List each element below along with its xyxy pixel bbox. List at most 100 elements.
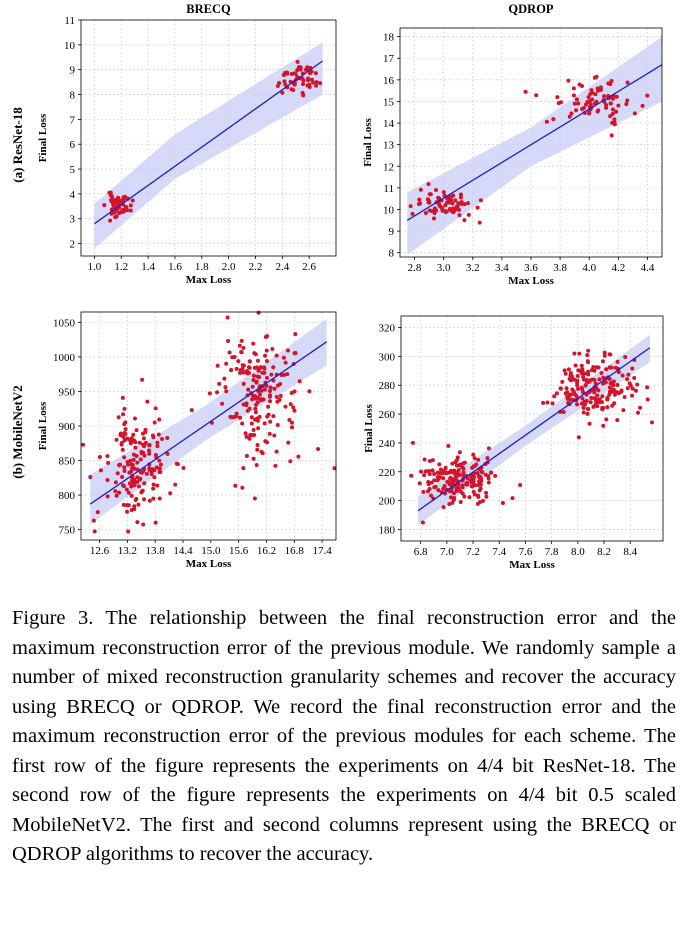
data-point <box>250 397 255 402</box>
x-tick-label: 3.2 <box>466 262 480 274</box>
data-point <box>128 208 133 213</box>
data-point <box>625 98 630 103</box>
data-point <box>160 436 165 441</box>
data-point <box>433 484 438 489</box>
confidence-band <box>94 42 323 249</box>
data-point <box>305 83 310 88</box>
data-point <box>574 108 579 113</box>
data-point <box>128 458 133 463</box>
data-point <box>443 208 448 213</box>
data-point <box>271 414 276 419</box>
data-point <box>437 462 442 467</box>
data-point <box>223 385 228 390</box>
data-point <box>544 119 549 124</box>
data-point <box>568 371 573 376</box>
data-point <box>267 389 272 394</box>
data-point <box>113 489 118 494</box>
x-axis-label: Max Loss <box>508 275 554 287</box>
data-point <box>307 389 312 394</box>
data-point <box>435 470 440 475</box>
data-point <box>571 86 576 91</box>
data-point <box>265 414 270 419</box>
data-point <box>238 370 243 375</box>
data-point <box>585 353 590 358</box>
data-point <box>118 432 123 437</box>
data-point <box>241 381 246 386</box>
data-point <box>454 463 459 468</box>
data-point <box>259 449 264 454</box>
data-point <box>545 400 550 405</box>
x-axis-label: Max Loss <box>509 559 555 571</box>
data-point <box>116 415 121 420</box>
data-point <box>243 370 248 375</box>
data-point <box>573 363 578 368</box>
data-point <box>147 443 152 448</box>
data-point <box>581 410 586 415</box>
data-point <box>603 380 608 385</box>
data-point <box>585 359 590 364</box>
data-point <box>251 427 256 432</box>
y-tick-label: 900 <box>59 421 76 433</box>
regression-line <box>94 60 323 225</box>
data-point <box>580 368 585 373</box>
data-point <box>442 485 447 490</box>
data-point <box>246 365 251 370</box>
data-point <box>152 468 157 473</box>
x-tick-label: 7.0 <box>440 546 454 558</box>
data-point <box>432 471 437 476</box>
data-point <box>614 109 619 114</box>
data-point <box>594 74 599 79</box>
data-point <box>462 218 467 223</box>
data-point <box>561 409 566 414</box>
data-point <box>267 393 272 398</box>
x-tick-label: 2.8 <box>408 262 422 274</box>
data-point <box>136 502 141 507</box>
data-point <box>572 377 577 382</box>
x-tick-label: 2.0 <box>222 261 236 273</box>
data-point <box>229 368 234 373</box>
data-point <box>607 392 612 397</box>
data-point <box>485 456 490 461</box>
data-point <box>91 518 96 523</box>
data-point <box>616 103 621 108</box>
data-point <box>466 201 471 206</box>
data-point <box>599 370 604 375</box>
data-point <box>610 403 615 408</box>
data-point <box>472 474 477 479</box>
y-tick-label: 280 <box>379 380 396 392</box>
data-point <box>126 529 131 534</box>
data-point <box>135 480 140 485</box>
data-point <box>153 452 158 457</box>
data-point <box>602 94 607 99</box>
data-point <box>138 457 143 462</box>
data-point <box>243 431 248 436</box>
y-tick-label: 200 <box>379 496 396 508</box>
data-point <box>423 210 428 215</box>
data-point <box>306 78 311 83</box>
data-point <box>145 399 150 404</box>
data-point <box>224 389 229 394</box>
data-point <box>451 210 456 215</box>
figure-caption: Figure 3. The relationship between the f… <box>12 607 676 865</box>
data-point <box>125 208 130 213</box>
data-point <box>217 381 222 386</box>
data-point <box>272 386 277 391</box>
data-point <box>632 111 637 116</box>
y-tick-label: 16 <box>383 75 395 87</box>
data-point <box>576 435 581 440</box>
data-point <box>130 465 135 470</box>
data-point <box>582 399 587 404</box>
data-point <box>291 88 296 93</box>
data-point <box>466 212 471 217</box>
data-point <box>433 187 438 192</box>
data-point <box>430 458 435 463</box>
data-point <box>451 481 456 486</box>
data-point <box>254 379 259 384</box>
data-point <box>439 206 444 211</box>
data-point <box>126 462 131 467</box>
y-tick-label: 12 <box>383 161 394 173</box>
x-tick-label: 7.6 <box>519 546 533 558</box>
data-point <box>271 365 276 370</box>
data-point <box>262 421 267 426</box>
data-point <box>613 365 618 370</box>
